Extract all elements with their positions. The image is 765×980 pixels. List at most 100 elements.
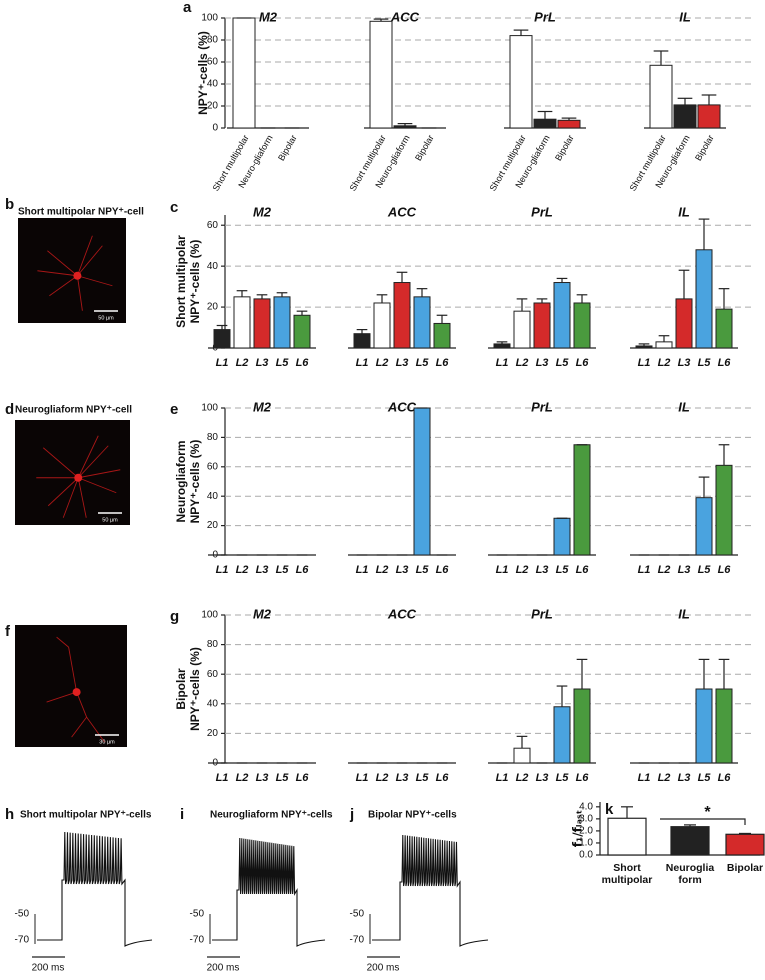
y-axis-label: Neurogliaform bbox=[174, 440, 188, 522]
group-title: IL bbox=[678, 606, 690, 621]
x-tick-label: L5 bbox=[556, 772, 570, 784]
group-title: PrL bbox=[531, 399, 553, 414]
bar bbox=[725, 833, 765, 856]
bar bbox=[293, 314, 311, 349]
x-tick-label: L1 bbox=[496, 357, 509, 369]
voltage-trace bbox=[37, 831, 153, 947]
group-title: PrL bbox=[534, 9, 556, 24]
x-tick-label: form bbox=[678, 874, 701, 886]
error-bar bbox=[698, 658, 710, 689]
error-bar bbox=[236, 290, 248, 297]
neurite bbox=[71, 716, 87, 738]
bar bbox=[373, 302, 391, 349]
x-tick-label: L2 bbox=[516, 357, 529, 369]
error-bar bbox=[516, 735, 528, 749]
bar bbox=[553, 282, 571, 349]
bar bbox=[553, 706, 571, 764]
error-bar bbox=[516, 298, 528, 312]
x-tick-label: L3 bbox=[396, 772, 409, 784]
x-tick-label: L1 bbox=[356, 772, 369, 784]
x-tick-label: L2 bbox=[376, 772, 389, 784]
bar bbox=[715, 464, 733, 556]
x-tick-label: L5 bbox=[698, 357, 712, 369]
x-tick-label: L6 bbox=[576, 357, 590, 369]
trace-title: Bipolar NPY⁺-cells bbox=[368, 810, 457, 821]
bar bbox=[695, 497, 713, 556]
error-bar bbox=[513, 29, 529, 36]
y-tick-label: 4.0 bbox=[579, 801, 593, 812]
x-tick-label: L6 bbox=[296, 357, 310, 369]
error-bar bbox=[718, 288, 730, 310]
y-axis-label: NPY⁺-cells (%) bbox=[188, 240, 202, 324]
group-title: M2 bbox=[253, 204, 272, 219]
neurite bbox=[68, 647, 78, 693]
x-tick-label: L3 bbox=[396, 564, 409, 576]
bar bbox=[697, 104, 721, 129]
x-tick-label: L3 bbox=[678, 772, 691, 784]
bar bbox=[553, 517, 571, 556]
x-tick-label: multipolar bbox=[602, 874, 653, 886]
error-bar bbox=[396, 271, 408, 283]
bar bbox=[273, 296, 291, 349]
micrograph bbox=[15, 625, 127, 747]
y-axis-label: Short multipolar bbox=[174, 235, 188, 328]
x-tick-label: L2 bbox=[376, 357, 389, 369]
bar bbox=[695, 249, 713, 349]
y-tick-label: 100 bbox=[201, 13, 218, 24]
neurite bbox=[77, 275, 113, 287]
x-tick-label: L2 bbox=[236, 772, 249, 784]
group-title: ACC bbox=[387, 204, 417, 219]
x-tick-label: L5 bbox=[276, 357, 290, 369]
error-bar bbox=[416, 288, 428, 297]
image-title: Short multipolar NPY⁺-cell bbox=[18, 207, 144, 218]
bar bbox=[673, 104, 697, 129]
y-axis-label: NPY⁺-cells (%) bbox=[188, 440, 202, 524]
bar bbox=[715, 688, 733, 764]
x-tick-label: Bipolar bbox=[553, 133, 576, 162]
neurite bbox=[62, 477, 79, 518]
panel-label: i bbox=[180, 806, 184, 823]
x-tick-label: Bipolar bbox=[413, 133, 436, 162]
error-bar bbox=[701, 94, 717, 105]
y-axis-label: f₁/fₗₐₛₜ bbox=[571, 810, 585, 847]
error-bar bbox=[296, 310, 308, 316]
x-tick-label: L1 bbox=[216, 772, 229, 784]
group-title: M2 bbox=[253, 399, 272, 414]
neurite bbox=[46, 691, 77, 703]
x-tick-label: L6 bbox=[718, 357, 732, 369]
neurite bbox=[76, 275, 83, 311]
x-tick-label: L6 bbox=[576, 772, 590, 784]
panel-label: d bbox=[5, 401, 14, 418]
x-tick-label: Bipolar bbox=[276, 133, 299, 162]
bar bbox=[533, 118, 557, 129]
x-tick-label: L3 bbox=[678, 564, 691, 576]
group-title: IL bbox=[678, 204, 690, 219]
neurite bbox=[76, 691, 88, 718]
neurite bbox=[78, 477, 117, 494]
error-bar bbox=[576, 658, 588, 689]
error-bar bbox=[576, 294, 588, 303]
soma bbox=[74, 473, 83, 482]
panel-label: e bbox=[170, 401, 178, 418]
y-tick-label: 60 bbox=[207, 57, 219, 68]
y-tick-label: 60 bbox=[207, 220, 219, 231]
voltage-trace bbox=[372, 834, 489, 947]
neurite bbox=[77, 435, 99, 478]
scale-label: 30 µm bbox=[99, 739, 115, 745]
neurite bbox=[47, 477, 79, 507]
bar bbox=[557, 119, 581, 129]
bar bbox=[413, 407, 431, 556]
panel-label: h bbox=[5, 806, 14, 823]
bar bbox=[533, 302, 551, 349]
panel-label: j bbox=[349, 806, 354, 823]
group-title: IL bbox=[679, 9, 691, 24]
x-tick-label: L5 bbox=[698, 772, 712, 784]
neurite bbox=[56, 636, 69, 648]
x-tick-label: L1 bbox=[496, 564, 509, 576]
bar bbox=[670, 826, 710, 856]
significance-mark: * bbox=[704, 804, 711, 821]
x-tick-label: L3 bbox=[256, 772, 269, 784]
error-bar bbox=[376, 294, 388, 303]
y-tick-label: 40 bbox=[207, 261, 219, 272]
